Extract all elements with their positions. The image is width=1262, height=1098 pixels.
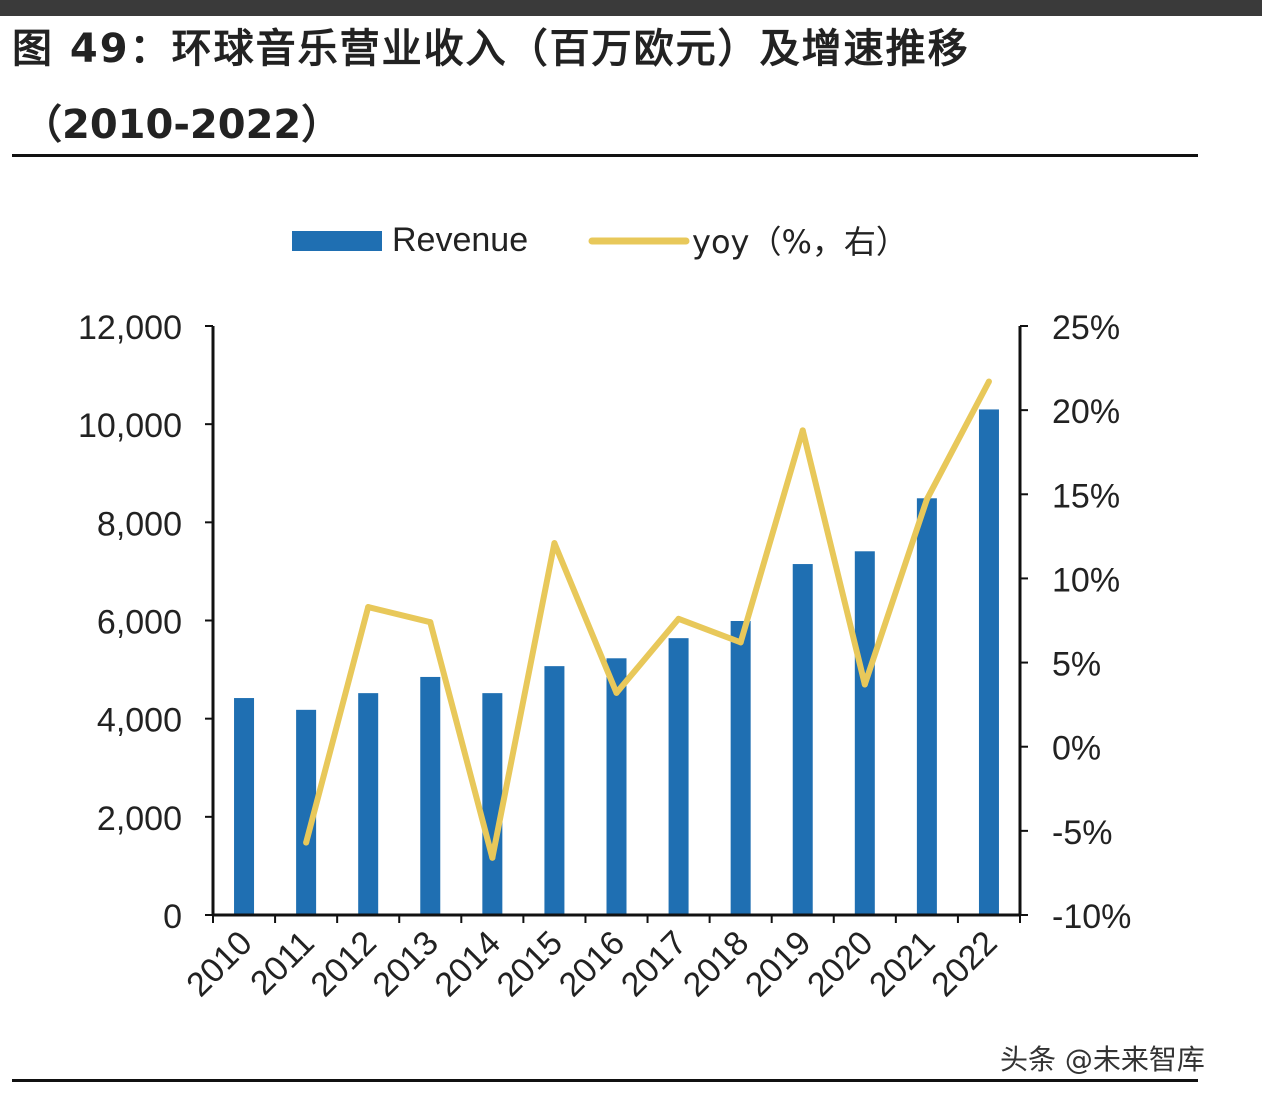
x-tick-label: 2012 (303, 924, 383, 1004)
x-tick-label: 2020 (800, 924, 880, 1004)
bar-2011 (296, 709, 317, 915)
x-tick-label: 2013 (366, 924, 446, 1004)
left-tick-label: 2,000 (97, 800, 182, 838)
left-tick-label: 10,000 (78, 407, 182, 445)
legend-revenue-label: Revenue (392, 221, 528, 259)
right-tick-label: 0% (1052, 730, 1101, 768)
yoy-point-2014 (489, 854, 496, 861)
bottom-rule (12, 1079, 1198, 1082)
yoy-point-2012 (365, 604, 372, 611)
right-tick-label: 5% (1052, 646, 1101, 684)
yoy-point-2011 (303, 839, 310, 846)
chart-title: 图 49：环球音乐营业收入（百万欧元）及增速推移 (12, 26, 970, 72)
yoy-point-2022 (985, 378, 992, 385)
x-tick-label: 2014 (428, 924, 508, 1004)
top-rule (12, 154, 1198, 157)
yoy-point-2016 (613, 689, 620, 696)
bar-2013 (420, 676, 441, 915)
bar-2018 (730, 620, 751, 915)
bar-2022 (978, 409, 999, 915)
yoy-point-2015 (551, 540, 558, 547)
bar-2019 (792, 564, 813, 915)
left-tick-label: 6,000 (97, 604, 182, 642)
yoy-point-2013 (427, 619, 434, 626)
bar-2014 (482, 693, 503, 915)
x-tick-label: 2010 (179, 924, 259, 1004)
top-bar (0, 0, 1262, 16)
right-tick-label: -5% (1052, 814, 1112, 852)
bar-2010 (234, 698, 255, 915)
yoy-point-2018 (737, 639, 744, 646)
bar-2020 (854, 551, 875, 915)
left-tick-label: 8,000 (97, 505, 182, 543)
x-tick-label: 2018 (676, 924, 756, 1004)
x-tick-label: 2016 (552, 924, 632, 1004)
x-tick-label: 2019 (738, 924, 818, 1004)
bar-2015 (544, 666, 565, 915)
bar-2016 (606, 658, 627, 915)
yoy-line (303, 380, 992, 861)
right-tick-label: 15% (1052, 477, 1120, 515)
yoy-point-2017 (675, 615, 682, 622)
left-tick-label: 12,000 (78, 309, 182, 347)
yoy-point-2020 (861, 681, 868, 688)
yoy-point-2021 (923, 496, 930, 503)
legend-revenue-swatch (292, 231, 382, 251)
chart-subtitle: （2010-2022） (22, 102, 342, 148)
right-tick-label: 20% (1052, 393, 1120, 431)
x-tick-label: 2011 (243, 924, 322, 1003)
legend-yoy-label: yoy（%，右） (692, 223, 908, 261)
right-tick-label: 25% (1052, 309, 1120, 347)
right-tick-label: 10% (1052, 561, 1120, 599)
left-tick-label: 0 (163, 898, 182, 936)
bar-2017 (668, 638, 689, 915)
yoy-point-2019 (799, 427, 806, 434)
watermark: 头条 @未来智库 (1000, 1043, 1205, 1076)
x-tick-label: 2015 (490, 924, 570, 1004)
x-tick-label: 2017 (614, 924, 694, 1004)
left-tick-label: 4,000 (97, 702, 182, 740)
bar-2021 (916, 498, 937, 915)
x-tick-label: 2021 (862, 924, 942, 1004)
right-tick-label: -10% (1052, 898, 1131, 936)
bar-2012 (358, 693, 379, 915)
x-tick-label: 2022 (924, 924, 1004, 1004)
